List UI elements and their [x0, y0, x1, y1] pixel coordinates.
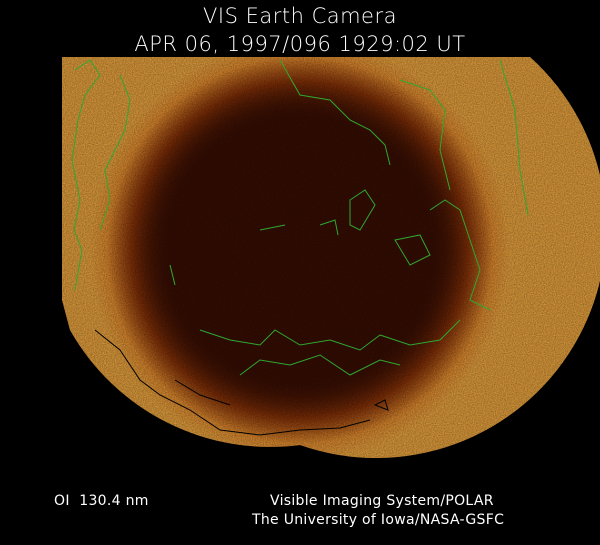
instrument-label: Visible Imaging System/POLAR: [270, 493, 494, 509]
wavelength-label: OI 130.4 nm: [54, 493, 149, 509]
image-title: VIS Earth Camera: [203, 4, 397, 28]
image-timestamp: APR 06, 1997/096 1929:02 UT: [134, 32, 466, 56]
night-coastlines: [94, 329, 389, 436]
coastlines: [71, 59, 529, 376]
institution-label: The University of Iowa/NASA-GSFC: [252, 512, 505, 528]
